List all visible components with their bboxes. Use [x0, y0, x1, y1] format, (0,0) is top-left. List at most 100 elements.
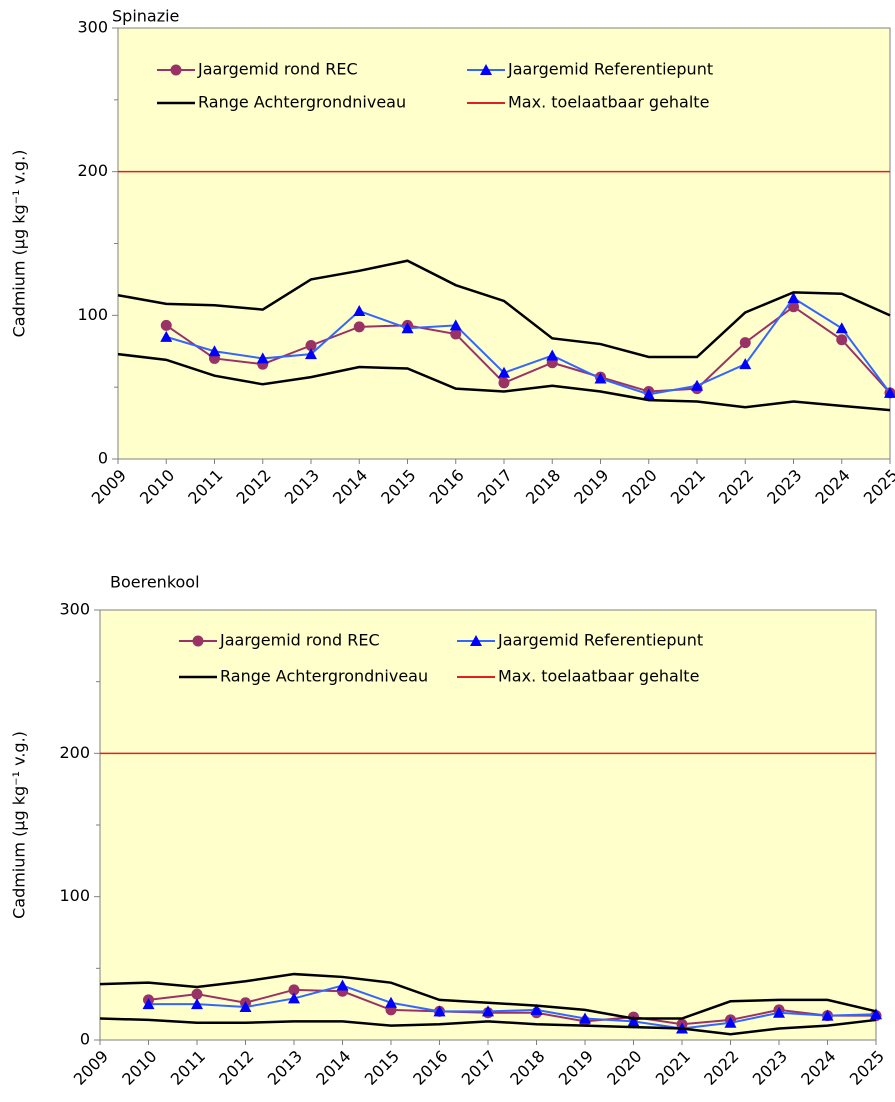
marker: [470, 635, 482, 646]
chart-title: Spinazie: [112, 7, 179, 26]
marker: [480, 64, 492, 75]
x-tick-label: 2009: [70, 1047, 112, 1089]
legend-label: Jaargemid rond REC: [197, 60, 358, 79]
x-tick-label: 2012: [233, 466, 275, 508]
x-tick-label: 2016: [409, 1047, 451, 1089]
legend-label: Max. toelaatbaar gehalte: [498, 667, 699, 686]
x-tick-label: 2022: [700, 1047, 742, 1089]
x-tick-label: 2009: [88, 466, 130, 508]
marker: [884, 386, 895, 398]
marker: [579, 1012, 591, 1024]
marker: [305, 340, 317, 352]
marker: [192, 635, 204, 647]
marker: [336, 979, 349, 991]
x-tick-label: 2013: [281, 466, 323, 508]
x-tick-label: 2025: [860, 466, 895, 508]
marker: [353, 305, 366, 317]
marker: [787, 292, 800, 304]
series-line: [148, 988, 876, 1026]
marker: [835, 322, 848, 334]
marker: [836, 334, 848, 346]
marker: [288, 984, 300, 996]
x-tick-label: 2018: [522, 466, 564, 508]
legend-label: Jaargemid Referentiepunt: [497, 631, 703, 650]
x-tick-label: 2015: [377, 466, 419, 508]
marker: [821, 1009, 834, 1021]
marker: [627, 1015, 640, 1027]
marker: [142, 998, 155, 1010]
marker: [870, 1008, 882, 1020]
y-tick-label: 200: [77, 161, 108, 180]
y-axis-label: Cadmium (µg kg⁻¹ v.g.): [10, 150, 29, 338]
x-tick-label: 2023: [763, 466, 805, 508]
x-tick-label: 2019: [570, 466, 612, 508]
series-line: [148, 984, 877, 1030]
marker: [530, 1003, 543, 1015]
x-tick-label: 2022: [715, 466, 757, 508]
series-line: [117, 259, 891, 359]
series-line: [165, 305, 891, 394]
x-tick-label: 2016: [426, 466, 468, 508]
marker: [208, 345, 221, 357]
marker: [256, 352, 269, 364]
x-tick-label: 2020: [619, 466, 661, 508]
marker: [498, 366, 510, 378]
marker: [433, 1005, 446, 1017]
marker: [773, 1006, 785, 1018]
marker: [642, 388, 655, 400]
legend-label: Max. toelaatbaar gehalte: [508, 93, 709, 112]
marker: [724, 1016, 737, 1028]
x-tick-label: 2024: [812, 466, 854, 508]
marker: [739, 358, 752, 370]
marker: [160, 319, 172, 331]
chart-title: Boerenkool: [110, 573, 200, 592]
marker: [305, 348, 317, 360]
y-axis-label: Cadmium (µg kg⁻¹ v.g.): [10, 731, 29, 919]
marker: [385, 996, 397, 1008]
legend-label: Range Achtergrondniveau: [220, 667, 428, 686]
marker: [594, 372, 607, 384]
y-tick-label: 100: [59, 886, 90, 905]
x-tick-label: 2018: [506, 1047, 548, 1089]
marker: [170, 64, 182, 76]
x-tick-label: 2014: [312, 1047, 354, 1089]
y-tick-label: 100: [77, 305, 108, 324]
x-tick-label: 2014: [329, 466, 371, 508]
legend-label: Range Achtergrondniveau: [198, 93, 406, 112]
marker: [546, 349, 559, 361]
marker: [739, 337, 751, 349]
x-tick-label: 2012: [215, 1047, 257, 1089]
marker: [191, 998, 203, 1010]
x-tick-label: 2013: [264, 1047, 306, 1089]
x-tick-label: 2024: [797, 1047, 839, 1089]
marker: [449, 319, 462, 331]
x-tick-label: 2010: [118, 1047, 160, 1089]
marker: [482, 1005, 494, 1017]
y-tick-label: 300: [59, 600, 90, 619]
marker: [191, 988, 203, 1000]
y-tick-label: 0: [98, 449, 108, 468]
x-tick-label: 2019: [555, 1047, 597, 1089]
marker: [401, 322, 414, 334]
marker: [498, 377, 510, 389]
x-tick-label: 2023: [749, 1047, 791, 1089]
legend-label: Jaargemid rond REC: [219, 631, 380, 650]
x-tick-label: 2011: [184, 466, 226, 508]
x-tick-label: 2017: [458, 1047, 500, 1089]
y-tick-label: 200: [59, 743, 90, 762]
x-tick-label: 2015: [361, 1047, 403, 1089]
x-tick-label: 2021: [652, 1047, 694, 1089]
marker: [160, 330, 173, 342]
marker: [353, 321, 365, 333]
series-line: [117, 352, 891, 412]
marker: [691, 379, 703, 391]
x-tick-label: 2020: [603, 1047, 645, 1089]
series-line: [99, 972, 877, 1020]
x-tick-label: 2025: [846, 1047, 888, 1089]
marker: [288, 992, 300, 1004]
x-tick-label: 2011: [167, 1047, 209, 1089]
y-tick-label: 0: [80, 1030, 90, 1049]
y-tick-label: 300: [77, 18, 108, 37]
legend-label: Jaargemid Referentiepunt: [507, 60, 713, 79]
